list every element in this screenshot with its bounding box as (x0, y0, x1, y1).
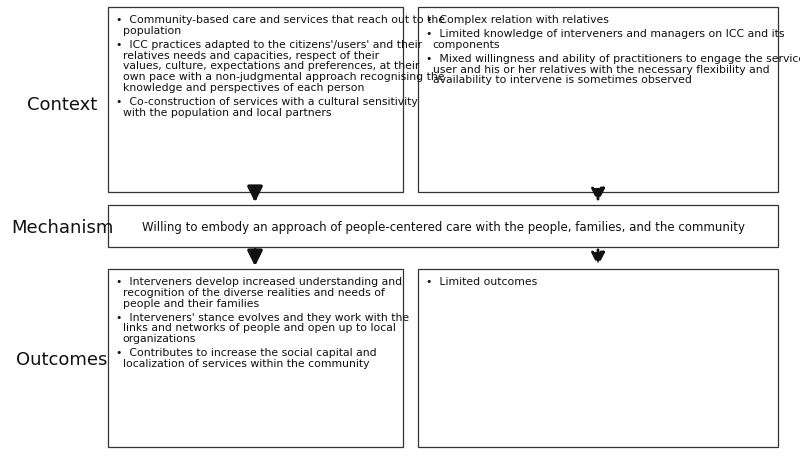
Text: user and his or her relatives with the necessary flexibility and: user and his or her relatives with the n… (433, 64, 770, 74)
Text: own pace with a non-judgmental approach recognising the: own pace with a non-judgmental approach … (122, 72, 444, 82)
Text: Willing to embody an approach of people-centered care with the people, families,: Willing to embody an approach of people-… (142, 220, 745, 233)
Text: •  Co-construction of services with a cultural sensitivity: • Co-construction of services with a cul… (116, 96, 418, 106)
Bar (418, 8, 778, 193)
Text: knowledge and perspectives of each person: knowledge and perspectives of each perso… (122, 83, 364, 93)
Text: Context: Context (27, 96, 97, 114)
Bar (418, 269, 778, 447)
Text: •  Mixed willingness and ability of practitioners to engage the service: • Mixed willingness and ability of pract… (426, 54, 800, 64)
Text: •  Interveners' stance evolves and they work with the: • Interveners' stance evolves and they w… (116, 312, 409, 322)
Text: availability to intervene is sometimes observed: availability to intervene is sometimes o… (433, 75, 691, 85)
Bar (108, 269, 403, 447)
Bar (108, 8, 403, 193)
Text: localization of services within the community: localization of services within the comm… (122, 358, 369, 368)
Text: Mechanism: Mechanism (11, 218, 113, 236)
Text: links and networks of people and open up to local: links and networks of people and open up… (122, 323, 395, 333)
Text: •  ICC practices adapted to the citizens'/users' and their: • ICC practices adapted to the citizens'… (116, 39, 422, 50)
Text: •  Community-based care and services that reach out to the: • Community-based care and services that… (116, 15, 445, 25)
Text: •  Limited knowledge of interveners and managers on ICC and its: • Limited knowledge of interveners and m… (426, 29, 785, 39)
Text: Outcomes: Outcomes (16, 350, 108, 368)
Text: with the population and local partners: with the population and local partners (122, 107, 331, 118)
Text: components: components (433, 39, 500, 50)
Text: organizations: organizations (122, 333, 196, 343)
Text: values, culture, expectations and preferences, at their: values, culture, expectations and prefer… (122, 61, 419, 71)
Text: •  Complex relation with relatives: • Complex relation with relatives (426, 15, 609, 25)
Text: population: population (122, 26, 181, 36)
Bar (108, 206, 778, 247)
Text: •  Interveners develop increased understanding and: • Interveners develop increased understa… (116, 276, 402, 286)
Text: recognition of the diverse realities and needs of: recognition of the diverse realities and… (122, 287, 385, 297)
Text: people and their families: people and their families (122, 298, 258, 308)
Text: relatives needs and capacities, respect of their: relatives needs and capacities, respect … (122, 50, 378, 61)
Text: •  Limited outcomes: • Limited outcomes (426, 276, 538, 286)
Text: •  Contributes to increase the social capital and: • Contributes to increase the social cap… (116, 347, 377, 357)
